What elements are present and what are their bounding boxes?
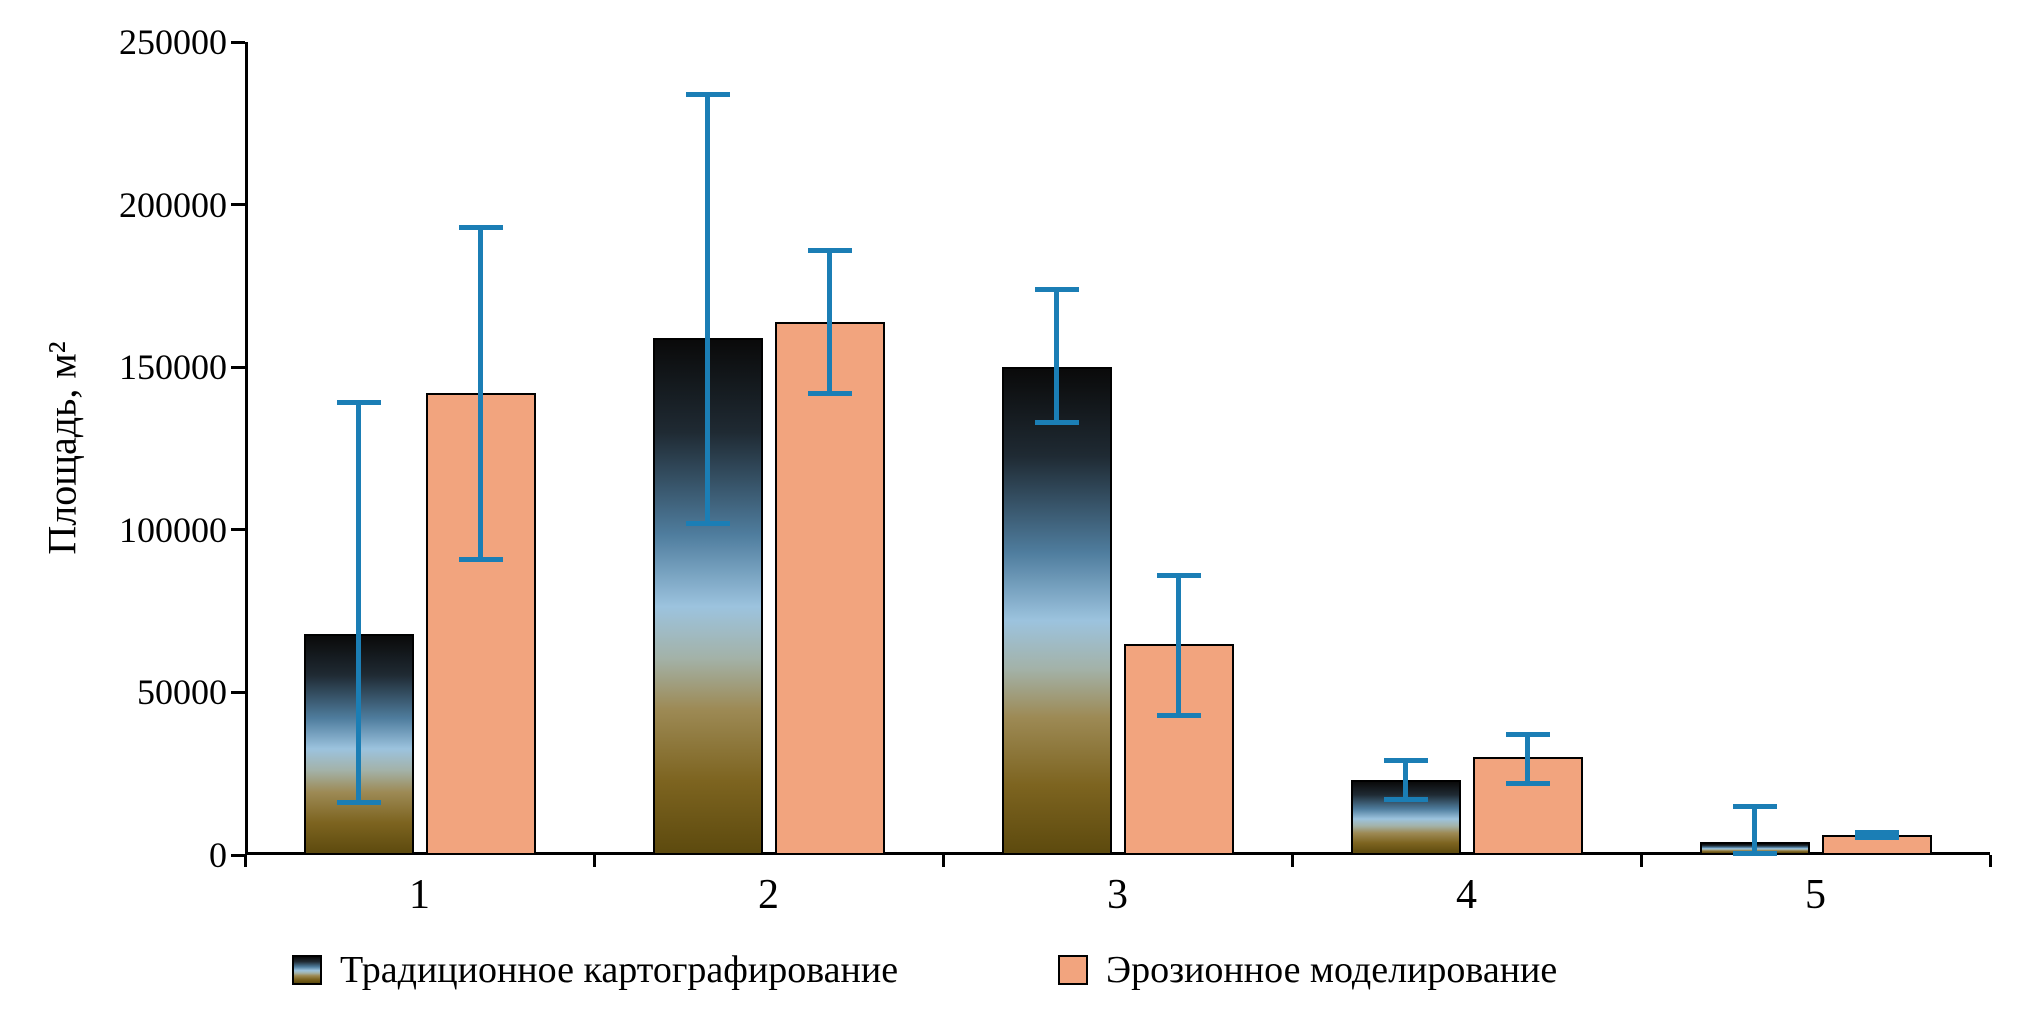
y-tick-label: 200000 <box>119 184 227 225</box>
error-bar-cap-bottom <box>1854 834 1899 840</box>
y-tick-label: 0 <box>209 835 227 875</box>
error-bar-line <box>827 250 832 394</box>
error-bar-line <box>1752 806 1757 854</box>
x-category-label: 2 <box>758 872 779 918</box>
error-bar-cap-top <box>1505 732 1550 738</box>
x-category-label: 3 <box>1107 872 1128 918</box>
x-axis-tick <box>1290 855 1294 867</box>
error-bar-cap-top <box>1156 572 1201 578</box>
legend-label-erosion-modeling: Эрозионное моделирование <box>1106 949 1558 991</box>
plot-area <box>245 42 1990 855</box>
x-category-label: 4 <box>1456 872 1477 918</box>
error-bar-cap-top <box>1732 803 1777 809</box>
y-tick-label: 100000 <box>119 509 227 550</box>
error-bar-cap-top <box>1383 758 1428 764</box>
error-bar-cap-bottom <box>1156 712 1201 718</box>
x-category-label: 1 <box>409 872 430 918</box>
y-axis-tick <box>231 853 245 857</box>
x-axis-tick <box>243 855 247 867</box>
bar-series2-cat3 <box>1123 643 1234 855</box>
error-bar-line <box>1054 289 1059 423</box>
error-bar-line <box>356 402 361 803</box>
y-axis-tick <box>231 365 245 369</box>
legend: Традиционное картографирование Эрозионно… <box>0 948 2029 998</box>
y-axis-tick <box>231 690 245 694</box>
error-bar-cap-top <box>807 247 852 253</box>
error-bar-cap-bottom <box>458 556 503 562</box>
error-bar-cap-bottom <box>1034 419 1079 425</box>
y-tick-label: 250000 <box>119 22 227 62</box>
legend-swatch-traditional-mapping <box>292 955 322 985</box>
legend-item-erosion-modeling: Эрозионное моделирование <box>1058 948 1557 992</box>
x-axis-tick <box>1639 855 1643 867</box>
error-bar-line <box>705 94 710 524</box>
x-category-label: 5 <box>1805 872 1826 918</box>
error-bar-cap-bottom <box>336 800 381 806</box>
y-axis-tick <box>231 40 245 44</box>
error-bar-cap-top <box>458 224 503 230</box>
y-tick-label: 150000 <box>119 347 227 388</box>
legend-label-traditional-mapping: Традиционное картографирование <box>340 949 899 991</box>
error-bar-line <box>478 227 483 560</box>
y-axis-tick <box>231 528 245 532</box>
y-axis-tick <box>231 203 245 207</box>
bar-series2-cat4 <box>1472 757 1583 855</box>
error-bar-cap-bottom <box>1505 780 1550 786</box>
error-bar-line <box>1176 575 1181 716</box>
error-bar-line <box>1403 760 1408 800</box>
x-axis-tick <box>1988 855 1992 867</box>
error-bar-cap-top <box>685 91 730 97</box>
error-bar-cap-top <box>1034 286 1079 292</box>
legend-swatch-erosion-modeling <box>1058 955 1088 985</box>
bar-series1-cat3 <box>1001 367 1112 855</box>
error-bar-line <box>1525 734 1530 784</box>
legend-item-traditional-mapping: Традиционное картографирование <box>292 948 898 992</box>
bar-series2-cat2 <box>774 321 885 855</box>
error-bar-cap-bottom <box>1383 797 1428 803</box>
error-bar-cap-top <box>1854 829 1899 835</box>
y-tick-label: 50000 <box>137 672 227 713</box>
error-bar-cap-bottom <box>1732 850 1777 856</box>
x-axis-tick <box>592 855 596 867</box>
error-bar-cap-bottom <box>807 390 852 396</box>
error-bar-cap-bottom <box>685 520 730 526</box>
x-axis-tick <box>941 855 945 867</box>
error-bar-cap-top <box>336 400 381 406</box>
